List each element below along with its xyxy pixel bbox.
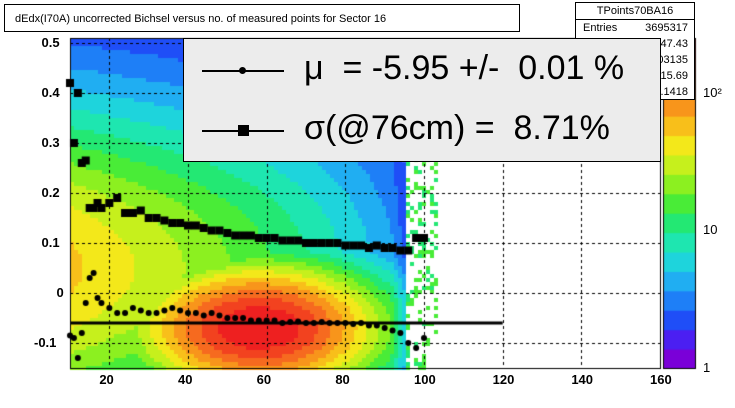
x-tick-label: 60 [256,372,272,387]
stats-row-value: 0.1418 [654,86,688,98]
y-tick-label: 0.1 [41,235,60,250]
y-tick-label: 0.3 [41,135,60,150]
legend-sigma-text: σ(@76cm) = 8.71% [304,109,610,147]
legend-marker-circle [239,67,246,74]
y-tick-label: 0.2 [41,185,60,200]
chart-title: dEdx(I70A) uncorrected Bichsel versus no… [15,13,387,25]
chart-title-box: dEdx(I70A) uncorrected Bichsel versus no… [4,4,520,32]
stats-row-5: 0.1418 [576,84,694,100]
legend-mu-text: μ = -5.95 +/- 0.01 % [304,49,625,87]
colorbar-tick-label: 10² [703,84,722,100]
y-tick-label: 0 [56,285,64,300]
stats-entries-value: 3695317 [645,22,688,34]
x-tick-label: 20 [99,372,114,387]
stats-entries-label: Entries [583,22,618,34]
legend-marker-square [238,125,249,136]
stats-row-value: 15.69 [660,70,688,82]
y-tick-label: -0.1 [34,335,57,350]
x-tick-label: 120 [492,372,515,387]
stats-name: TPoints70BA16 [576,3,694,20]
x-tick-label: 140 [571,372,594,387]
y-tick-label: 0.5 [41,35,60,50]
x-tick-label: 40 [178,372,193,387]
stats-row-4: 15.69 [576,68,694,84]
stats-row-entries: Entries 3695317 [576,20,694,36]
colorbar-tick-label: 1 [703,360,711,375]
fit-legend: μ = -5.95 +/- 0.01 % σ(@76cm) = 8.71% [183,38,661,162]
x-tick-label: 80 [335,372,350,387]
stats-mean-value: 47.43 [660,38,688,50]
colorbar-tick-label: 10 [703,222,718,238]
x-tick-label: 160 [650,372,672,387]
y-tick-label: 0.4 [41,85,60,100]
x-tick-label: 100 [414,372,436,387]
stats-row-mean: 47.43 [576,36,694,52]
